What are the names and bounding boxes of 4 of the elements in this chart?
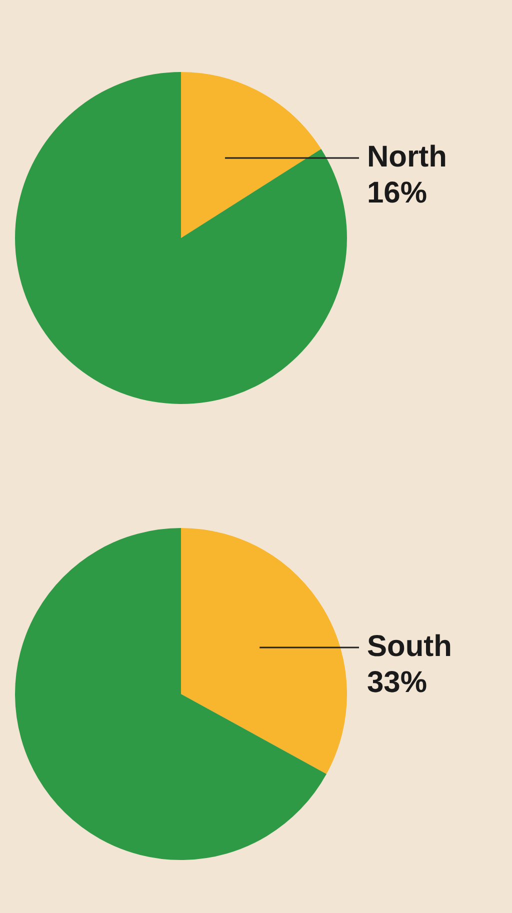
slice-label: South bbox=[367, 630, 452, 663]
slice-label: North bbox=[367, 140, 447, 174]
data-label: 33% bbox=[367, 666, 428, 699]
data-label: 16% bbox=[367, 176, 428, 210]
